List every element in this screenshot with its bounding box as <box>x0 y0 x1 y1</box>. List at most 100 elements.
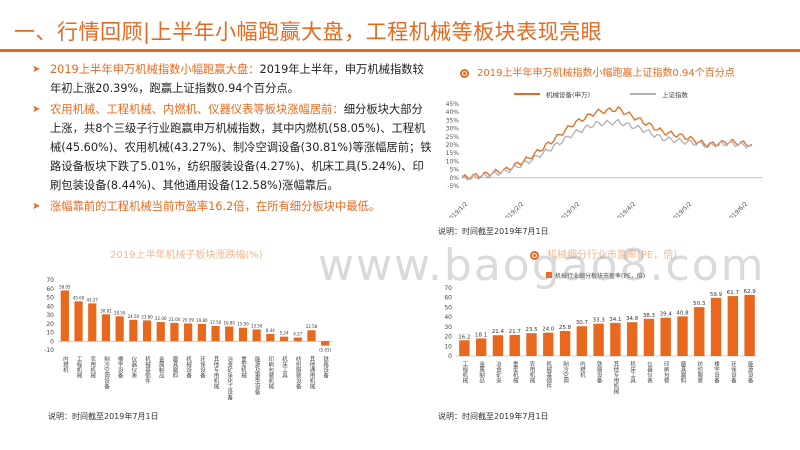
x-tick-label: 冶金矿采 <box>495 360 502 385</box>
y-tick-label: 25% <box>446 134 460 141</box>
x-tick-label: 重型机械 <box>240 355 247 380</box>
bar <box>211 325 220 342</box>
legend-label: 机械设备(申万) <box>546 90 590 99</box>
series-line <box>461 118 753 181</box>
bullet-highlight: 2019上半年申万机械指数小幅跑赢大盘： <box>50 63 260 76</box>
bar <box>225 326 234 342</box>
arrow-icon: ➤ <box>32 64 41 75</box>
x-tick-label: 能源设备 <box>747 360 754 385</box>
y-tick-label: 70 <box>444 285 452 292</box>
bar <box>88 303 97 342</box>
target-icon <box>530 251 539 260</box>
bar <box>293 337 302 342</box>
y-tick-label: 30 <box>46 312 54 319</box>
y-tick-label: 0% <box>449 175 459 182</box>
bar <box>459 340 470 356</box>
arrow-icon: ➤ <box>32 201 41 212</box>
bullet-text: 细分板块大部分上涨，共8个三级子行业跑赢申万机械指数，其中内燃机(58.05%)… <box>50 103 432 192</box>
x-tick-label: 制冷空调 <box>562 360 569 385</box>
x-tick-label: 纺织服装 <box>696 360 703 385</box>
data-label: 62.9 <box>743 289 756 295</box>
data-label: 40.8 <box>676 310 689 316</box>
bar <box>101 314 111 342</box>
data-label: 21.00 <box>169 317 181 322</box>
data-label: 24.50 <box>128 314 140 319</box>
bar <box>576 326 588 356</box>
y-tick-label: 15% <box>446 150 460 157</box>
x-tick-label: 内燃机 <box>62 355 69 374</box>
legend-label: 机械行业细分板块市盈率(PE，倍) <box>555 272 645 280</box>
data-label: 30.7 <box>576 320 589 326</box>
y-tick-label: 10 <box>444 343 452 350</box>
x-tick-label: 能源及重型设备 <box>254 355 261 396</box>
x-tick-label: 机械基础件 <box>144 355 151 385</box>
bullet-list: ➤ 2019上半年申万机械指数小幅跑赢大盘：2019年上半年，申万机械指数较年初… <box>32 60 432 218</box>
bar <box>610 322 621 356</box>
x-tick-label: 2019/5/2 <box>669 200 693 218</box>
bar <box>307 330 316 342</box>
line-chart-title: 2019上半年申万机械指数小幅跑赢上证指数0.94个百分点 <box>460 64 735 79</box>
bar <box>170 322 179 342</box>
data-label: 13.50 <box>251 323 263 328</box>
x-tick-label: 2019/3/2 <box>557 200 581 218</box>
data-label: 24.0 <box>542 327 555 333</box>
data-label: 50.3 <box>693 301 706 307</box>
bar <box>252 329 261 342</box>
x-tick-label: 2019/1/2 <box>445 200 469 218</box>
bar <box>156 322 165 342</box>
watermark: www.baogao8.com <box>318 240 766 291</box>
page-title: 一、行情回顾|上半年小幅跑赢大盘，工程机械等板块表现亮眼 <box>14 20 603 44</box>
bar <box>677 316 688 356</box>
bar <box>197 323 206 342</box>
x-tick-label: 铁路设备 <box>596 360 603 385</box>
bar <box>60 290 69 342</box>
bar <box>492 335 504 356</box>
data-label: 34.1 <box>609 317 621 323</box>
bar <box>744 294 755 356</box>
data-label: 19.80 <box>196 318 208 323</box>
bullet-text: 2019年上半年，申万机械指数较年初上涨20.39%，跑赢上证指数0.94个百分… <box>50 63 424 95</box>
y-tick-label: 30% <box>446 126 460 133</box>
bar <box>509 334 520 356</box>
x-tick-label: 2019/6/2 <box>725 200 749 218</box>
y-tick-label: 0 <box>50 338 54 345</box>
data-label: 28.50 <box>114 310 126 315</box>
x-tick-label: 机械设备 <box>185 355 192 380</box>
data-label: 43.27 <box>87 297 99 302</box>
data-label: 21.7 <box>509 329 522 335</box>
x-tick-label: 铁路设备 <box>322 355 329 380</box>
data-label: (5.01) <box>319 348 331 353</box>
bar <box>626 322 638 356</box>
data-label: 16.2 <box>458 334 470 340</box>
right-bar-chart-title: 机械细分行业市盈率(PE，倍) <box>530 246 677 261</box>
y-tick-label: 20 <box>46 321 54 328</box>
x-tick-label: 工程机械 <box>76 356 83 380</box>
series-line <box>461 105 753 180</box>
legend-swatch <box>546 272 552 278</box>
data-label: 39.4 <box>660 312 673 318</box>
bar <box>129 319 138 342</box>
y-tick-label: 40% <box>446 109 460 116</box>
right-bar-chart-note: 说明：时间截至2019年7月1日 <box>438 412 549 421</box>
y-tick-label: 50 <box>444 304 452 311</box>
y-tick-label: -5% <box>447 183 459 190</box>
x-tick-label: 纺织服装设备 <box>295 355 302 391</box>
legend-label: 上证指数 <box>662 90 689 99</box>
x-tick-label: 冶金矿采化工设备 <box>226 355 233 402</box>
x-tick-label: 仪器仪表 <box>646 361 653 385</box>
title-divider <box>0 49 800 52</box>
data-label: 25.8 <box>559 325 572 331</box>
line-chart-note: 说明：时间截至2019年7月1日 <box>438 227 549 236</box>
data-label: 61.7 <box>727 290 740 296</box>
x-tick-label: 内燃机 <box>579 360 586 379</box>
target-icon <box>460 69 469 78</box>
y-tick-label: 0 <box>448 353 452 360</box>
x-tick-label: 其他专用机械 <box>213 355 220 391</box>
x-tick-label: 印刷包装机械 <box>267 356 274 391</box>
line-chart: 机械设备(申万) 上证指数 45%40%35% 30%25%20%15%10% 5%0%… <box>445 90 762 218</box>
bar <box>266 333 275 342</box>
x-tick-label: 环保设备 <box>199 356 206 380</box>
data-label: 38.3 <box>643 313 656 319</box>
data-label: 22.00 <box>155 316 167 321</box>
y-tick-label: 35% <box>446 117 460 124</box>
